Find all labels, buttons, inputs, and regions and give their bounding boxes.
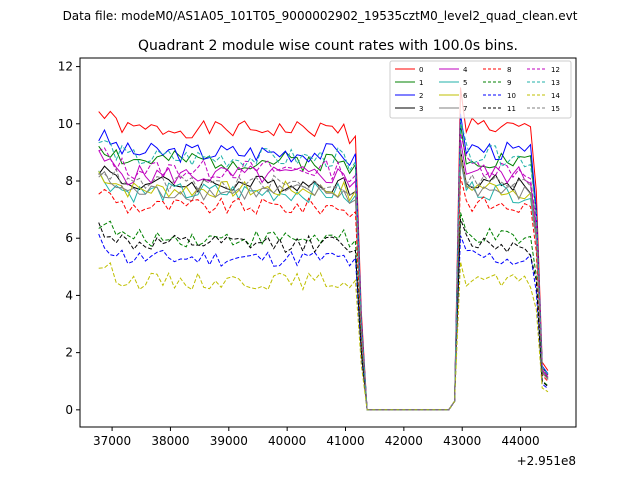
legend-label-1: 1 [419, 79, 423, 87]
legend-label-9: 9 [507, 79, 511, 87]
legend-box [389, 60, 572, 119]
series-line-13 [98, 120, 549, 411]
y-tick-label: 8 [65, 174, 73, 188]
legend-label-8: 8 [507, 66, 511, 74]
y-tick-label: 0 [65, 403, 73, 417]
legend-label-2: 2 [419, 92, 423, 100]
legend-label-5: 5 [463, 79, 467, 87]
legend-label-14: 14 [551, 92, 560, 100]
legend-label-10: 10 [507, 92, 516, 100]
series-line-12 [98, 133, 549, 411]
x-tick-label: 41000 [326, 434, 364, 448]
series-line-2 [98, 113, 549, 411]
axes: 37000 38000 39000 40000 41000 42000 43000 44000… [58, 60, 540, 448]
legend-label-12: 12 [551, 66, 560, 74]
suptitle: Data file: modeM0/AS1A05_101T05_90000029… [63, 9, 578, 23]
series-line-10 [98, 233, 549, 411]
series-line-0 [98, 87, 549, 411]
series-line-11 [98, 218, 549, 411]
x-tick-label: 39000 [210, 434, 248, 448]
series-line-15 [98, 149, 549, 411]
y-tick-label: 2 [65, 346, 73, 360]
y-tick-label: 12 [58, 60, 73, 74]
y-tick-label: 10 [58, 117, 73, 131]
series-line-8 [98, 176, 549, 411]
x-tick-label: 43000 [443, 434, 481, 448]
y-tick-label: 4 [65, 288, 73, 302]
series-line-5 [98, 159, 549, 411]
x-tick-label: 38000 [151, 434, 189, 448]
x-tick-label: 37000 [93, 434, 131, 448]
legend-label-13: 13 [551, 79, 560, 87]
legend-label-3: 3 [419, 105, 423, 113]
series-line-14 [98, 261, 549, 411]
legend-label-15: 15 [551, 105, 560, 113]
legend-label-6: 6 [463, 92, 468, 100]
legend-label-0: 0 [419, 66, 423, 74]
y-tick-label: 6 [65, 231, 73, 245]
plot-frame [79, 57, 577, 428]
plot-series [98, 87, 549, 411]
legend-label-4: 4 [463, 66, 468, 74]
series-line-1 [98, 123, 549, 411]
legend-label-7: 7 [463, 105, 467, 113]
x-tick-label: 44000 [501, 434, 539, 448]
legend-label-11: 11 [507, 105, 516, 113]
x-offset-text: +2.951e8 [517, 454, 576, 468]
chart-title: Quadrant 2 module wise count rates with … [138, 38, 518, 54]
x-tick-label: 40000 [268, 434, 306, 448]
x-tick-label: 42000 [385, 434, 423, 448]
